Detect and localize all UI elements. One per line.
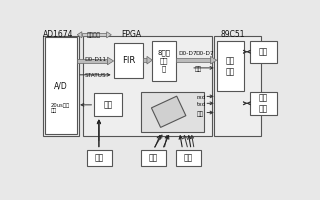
Text: txd: txd (196, 102, 206, 107)
Polygon shape (147, 56, 152, 64)
Bar (43, 36, 79, 136)
Text: rxd: rxd (196, 95, 206, 100)
Text: 显示: 显示 (149, 153, 158, 162)
Bar (86, 150, 112, 166)
Bar (141, 92, 204, 132)
Polygon shape (108, 57, 114, 65)
Bar (141, 150, 166, 166)
Text: 分频: 分频 (104, 100, 113, 109)
Text: 以打: 以打 (195, 66, 202, 72)
Bar (82, 33, 107, 36)
Bar (143, 58, 147, 62)
Bar (176, 58, 211, 62)
Text: 89C51: 89C51 (220, 30, 245, 39)
Polygon shape (107, 32, 111, 38)
Bar (114, 43, 143, 78)
Bar (214, 36, 261, 136)
Text: 键盘: 键盘 (259, 47, 268, 56)
Text: 通讯: 通讯 (184, 153, 193, 162)
Text: 控制信号: 控制信号 (86, 32, 100, 38)
Text: 复位
时钟: 复位 时钟 (259, 93, 268, 113)
Text: A/D: A/D (54, 81, 68, 90)
Text: 20us重新
一次: 20us重新 一次 (51, 103, 70, 113)
Text: 时钟: 时钟 (95, 153, 104, 162)
Text: 8个数
据平
均: 8个数 据平 均 (157, 50, 171, 72)
Text: 控制: 控制 (196, 111, 204, 117)
Bar (151, 96, 186, 127)
Text: D0-D11: D0-D11 (84, 57, 106, 62)
Bar (94, 93, 122, 116)
Bar (217, 41, 244, 91)
Polygon shape (211, 56, 217, 64)
Text: D0-D7: D0-D7 (195, 51, 214, 56)
Text: 再次
读入: 再次 读入 (226, 56, 235, 76)
Bar (152, 41, 176, 81)
Bar (77, 59, 108, 63)
Bar (250, 92, 277, 115)
Polygon shape (77, 32, 82, 38)
Text: FPGA: FPGA (121, 30, 141, 39)
Bar (250, 41, 277, 62)
Text: D0-D7: D0-D7 (178, 51, 196, 56)
Text: STATUS: STATUS (84, 73, 106, 78)
Bar (176, 150, 201, 166)
Bar (83, 36, 212, 136)
Bar (45, 37, 77, 134)
Text: AD1674: AD1674 (43, 30, 74, 39)
Text: FIR: FIR (122, 56, 135, 65)
